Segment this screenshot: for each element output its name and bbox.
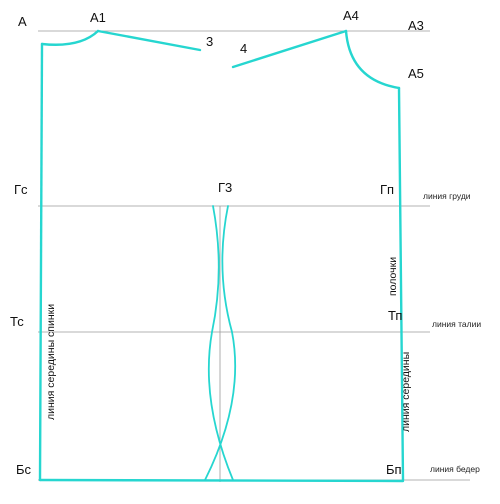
hip-line-label: линия бедер <box>430 464 480 474</box>
back-neck-curve <box>40 29 100 46</box>
back-center-line <box>38 42 44 482</box>
label-a: А <box>18 14 27 29</box>
front-shoulder-line <box>231 29 348 69</box>
label-bp: Бп <box>386 462 402 477</box>
label-bs: Бс <box>16 462 32 477</box>
label-g3: Г3 <box>218 180 232 195</box>
front-center-line <box>397 86 405 482</box>
front-center-label-top: полочки <box>387 257 399 296</box>
label-tp: Тп <box>388 308 402 323</box>
chest-line-label: линия груди <box>423 191 471 201</box>
front-neck-curve <box>344 29 401 90</box>
hem-line <box>38 478 405 483</box>
label-4: 4 <box>240 41 247 56</box>
back-center-label: линия середины спинки <box>45 304 57 420</box>
label-a5: А5 <box>408 66 424 81</box>
front-center-label-bottom: линия середины <box>400 352 412 432</box>
label-a3: А3 <box>408 18 424 33</box>
label-gp: Гп <box>380 182 394 197</box>
label-3: 3 <box>206 34 213 49</box>
side-seam-front <box>204 205 237 481</box>
label-a1: А1 <box>90 10 106 25</box>
label-ts: Тс <box>10 314 24 329</box>
side-seam-back <box>207 205 234 481</box>
waist-line-label: линия талии <box>432 319 481 329</box>
back-shoulder-line <box>96 29 202 52</box>
label-gs: Гс <box>14 182 28 197</box>
label-a4: А4 <box>343 8 359 23</box>
